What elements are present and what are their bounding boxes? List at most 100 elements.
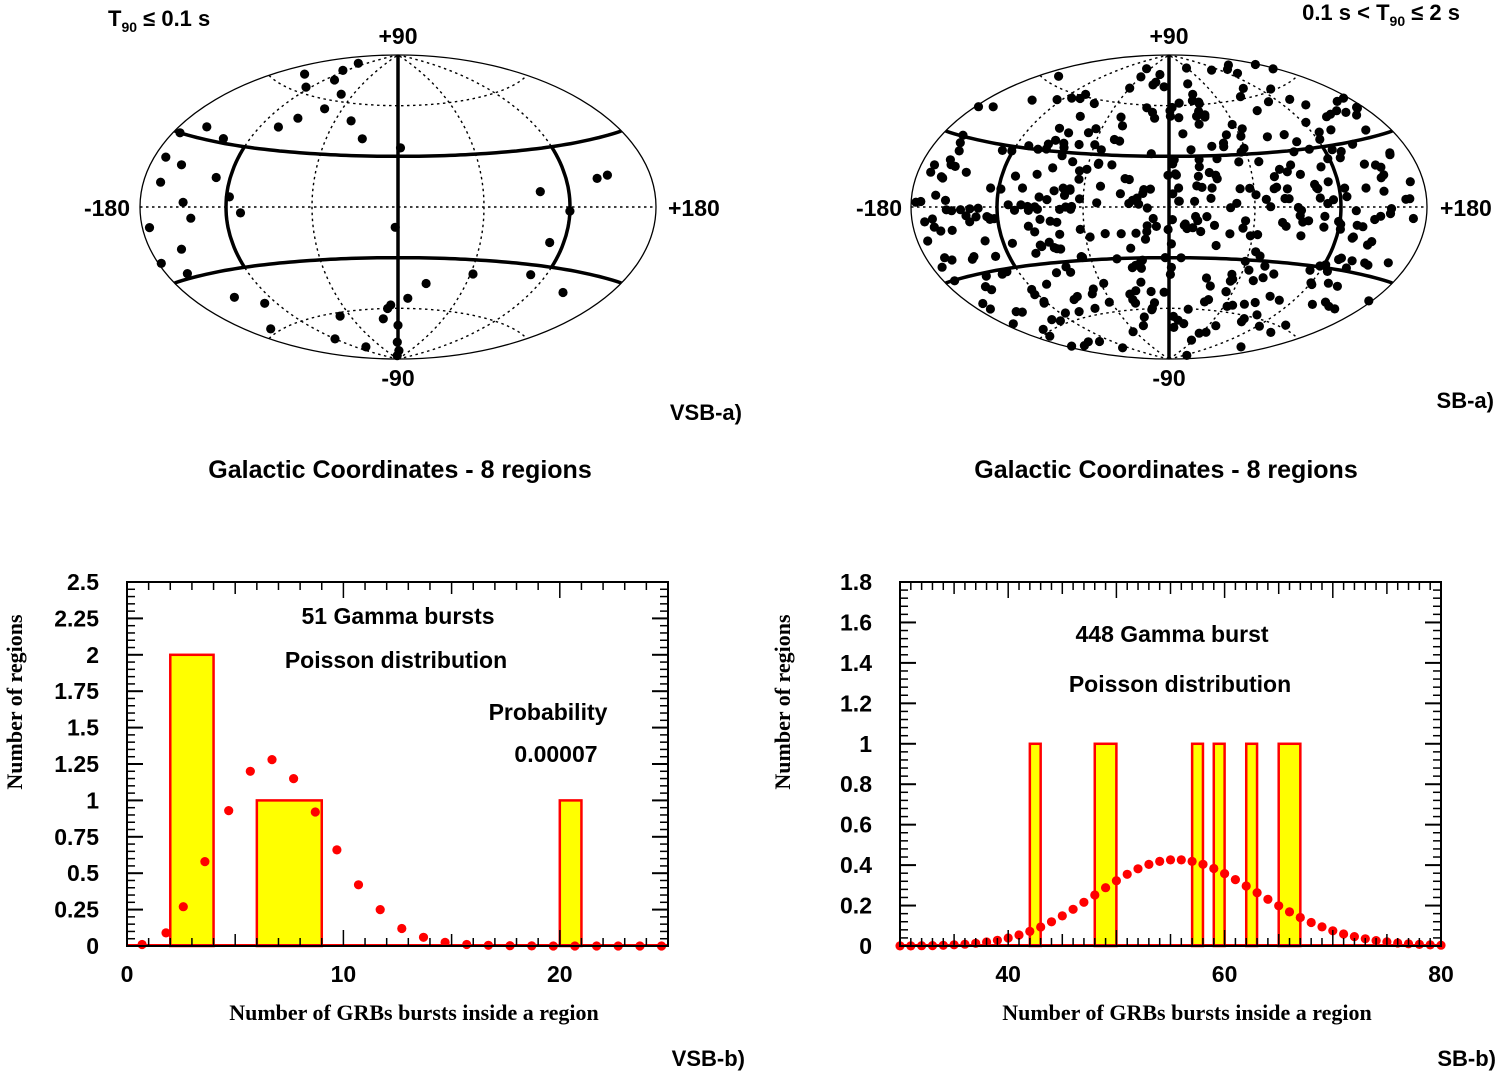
- burst-point: [1034, 192, 1044, 202]
- burst-point: [988, 102, 998, 112]
- annotation-probability-value: 0.00007: [514, 741, 597, 767]
- burst-point: [1284, 194, 1294, 204]
- burst-point: [1212, 174, 1222, 184]
- burst-point: [980, 282, 991, 292]
- burst-point: [1027, 95, 1037, 105]
- histogram-bar: [1212, 742, 1226, 948]
- poisson-point: [1274, 901, 1284, 911]
- burst-point: [1067, 341, 1077, 351]
- burst-point: [383, 303, 393, 314]
- burst-point: [926, 167, 936, 177]
- burst-point: [1142, 64, 1152, 74]
- burst-point: [1278, 217, 1288, 228]
- burst-point: [1003, 200, 1013, 210]
- burst-point: [335, 311, 345, 321]
- burst-point: [1092, 198, 1102, 208]
- poisson-point: [440, 937, 450, 948]
- y-tick-label: 1.2: [840, 690, 872, 716]
- burst-point: [1269, 269, 1279, 279]
- x-tick-label: 10: [331, 961, 357, 987]
- burst-point: [1326, 125, 1336, 135]
- burst-point: [1332, 281, 1342, 291]
- histogram-bar: [169, 653, 215, 948]
- burst-point: [1151, 77, 1161, 87]
- poisson-point: [1252, 888, 1262, 898]
- burst-point: [1118, 343, 1128, 353]
- burst-point: [161, 152, 171, 162]
- burst-point: [1091, 124, 1101, 134]
- burst-point: [392, 337, 402, 347]
- burst-point: [1128, 327, 1138, 337]
- burst-point: [1320, 297, 1331, 307]
- burst-point: [955, 205, 966, 215]
- y-tick-label: 1.75: [54, 678, 99, 704]
- burst-point: [1075, 224, 1085, 234]
- burst-point: [1335, 153, 1345, 163]
- burst-point: [1039, 298, 1049, 308]
- y-tick-label: 2: [86, 642, 99, 668]
- burst-point: [1234, 157, 1244, 167]
- burst-point: [1168, 311, 1178, 321]
- burst-point: [378, 314, 388, 324]
- y-tick-label: 1: [86, 787, 99, 813]
- burst-point: [1239, 143, 1249, 153]
- burst-point: [1007, 146, 1017, 156]
- burst-point: [1194, 119, 1204, 129]
- burst-point: [1323, 278, 1333, 288]
- burst-point: [1266, 202, 1276, 212]
- burst-point: [1061, 262, 1071, 272]
- burst-point: [1282, 167, 1292, 177]
- burst-point: [535, 187, 545, 197]
- burst-point: [1304, 216, 1314, 226]
- burst-point: [1352, 110, 1362, 120]
- burst-point: [1081, 89, 1091, 99]
- histogram-vsb: Number of regions Number of GRBs bursts …: [2, 569, 745, 1071]
- burst-point: [156, 177, 166, 187]
- burst-point: [1186, 145, 1196, 155]
- burst-point: [1088, 284, 1098, 294]
- burst-point: [965, 204, 975, 214]
- burst-point: [1253, 230, 1263, 240]
- burst-point: [1016, 200, 1026, 210]
- burst-point: [1171, 170, 1181, 180]
- burst-point: [1223, 60, 1233, 70]
- burst-point: [526, 270, 536, 280]
- burst-point: [1379, 170, 1389, 180]
- meridian-line: [397, 54, 485, 360]
- burst-point: [1241, 216, 1251, 226]
- burst-point: [1244, 265, 1254, 275]
- burst-point: [1183, 79, 1193, 89]
- annotation-poisson: Poisson distribution: [1069, 671, 1291, 697]
- burst-point: [969, 252, 979, 262]
- burst-point: [1138, 321, 1148, 331]
- burst-point: [558, 287, 568, 298]
- burst-point: [1201, 327, 1211, 337]
- burst-point: [1386, 204, 1397, 214]
- y-tick-label: 0.8: [840, 771, 872, 797]
- axis-ticks: [126, 581, 669, 947]
- burst-point: [1074, 166, 1085, 176]
- burst-point: [1268, 64, 1278, 74]
- parallel-line: [268, 74, 528, 107]
- y-tick-label: 0.4: [840, 852, 872, 878]
- burst-point: [1202, 212, 1212, 222]
- poisson-point: [310, 807, 320, 817]
- burst-point: [981, 271, 991, 281]
- burst-point: [1096, 145, 1106, 155]
- parallel-line: [1039, 74, 1299, 107]
- burst-point: [602, 170, 613, 180]
- burst-point: [1167, 102, 1177, 113]
- histogram-bar: [1244, 742, 1259, 948]
- burst-point: [1296, 231, 1306, 241]
- burst-point: [1064, 128, 1074, 138]
- burst-point: [1266, 84, 1276, 94]
- burst-point: [946, 160, 956, 170]
- burst-point: [1068, 157, 1078, 167]
- poisson-point: [1014, 930, 1024, 940]
- burst-point: [1065, 184, 1075, 194]
- burst-point: [1236, 131, 1246, 141]
- burst-point: [1083, 337, 1093, 347]
- burst-point: [1341, 107, 1351, 117]
- burst-point: [1289, 147, 1299, 157]
- sky-label-bottom: -90: [1152, 365, 1185, 391]
